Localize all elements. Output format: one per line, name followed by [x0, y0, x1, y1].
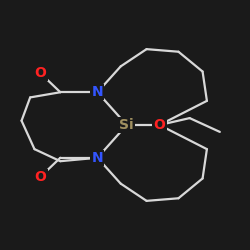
Text: O: O: [154, 118, 166, 132]
Text: N: N: [92, 85, 103, 99]
Text: N: N: [92, 151, 103, 165]
Text: Si: Si: [120, 118, 134, 132]
Text: O: O: [34, 170, 46, 184]
Text: O: O: [34, 66, 46, 80]
